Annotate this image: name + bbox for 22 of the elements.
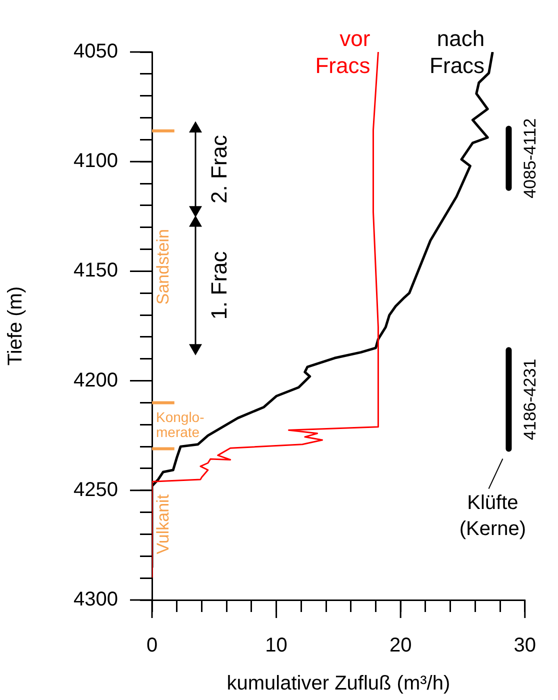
text: 2. Frac — [206, 135, 232, 204]
x-tick-label: 10 — [265, 634, 288, 657]
y-tick-label: 4050 — [74, 40, 118, 63]
annotation: Konglo- merate — [156, 409, 205, 440]
text: 4085-4112 — [520, 118, 540, 198]
y-tick-label: 4300 — [74, 588, 118, 611]
annotation: Klüfte (Kerne) — [459, 492, 526, 540]
x-tick-label: 20 — [389, 634, 412, 657]
y-tick-label: 4150 — [74, 260, 118, 282]
series-label: vor Fracs — [315, 26, 370, 78]
annotation: Sandstein — [154, 229, 173, 305]
series-label: nach Fracs — [430, 26, 485, 78]
y-tick-label: 4200 — [74, 369, 118, 392]
y-axis-title: Tiefe (m) — [4, 286, 27, 366]
text: 4186-4231 — [520, 358, 540, 440]
y-tick-label: 4100 — [74, 150, 118, 172]
x-tick-label: 0 — [146, 634, 158, 657]
x-tick-label: 30 — [514, 634, 536, 657]
x-axis-title: kumulativer Zufluß (m³/h) — [226, 672, 450, 695]
text: 1. Frac — [206, 251, 232, 320]
y-tick-label: 4250 — [74, 478, 118, 501]
annotation: Vulkanit — [154, 494, 173, 554]
